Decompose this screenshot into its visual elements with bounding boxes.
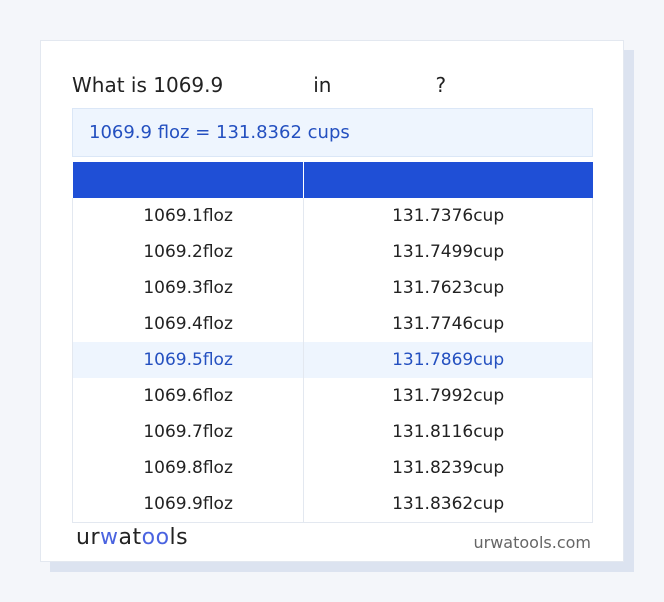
cell-floz: 1069.7floz bbox=[71, 414, 305, 450]
site-link[interactable]: urwatools.com bbox=[473, 533, 592, 552]
table-row: 1069.8floz 131.8239cup bbox=[71, 450, 593, 486]
cell-cup: 131.7623cup bbox=[303, 270, 593, 306]
cell-cup: 131.7376cup bbox=[303, 198, 593, 234]
table-row: 1069.6floz 131.7992cup bbox=[71, 378, 593, 414]
cell-floz: 1069.5floz bbox=[71, 342, 305, 378]
cell-floz: 1069.1floz bbox=[71, 198, 305, 234]
cell-cup: 131.7992cup bbox=[303, 378, 593, 414]
table-header bbox=[72, 162, 593, 198]
table-row: 1069.4floz 131.7746cup bbox=[71, 306, 593, 342]
cell-cup: 131.7499cup bbox=[303, 234, 593, 270]
cell-floz: 1069.2floz bbox=[71, 234, 305, 270]
cell-cup: 131.8362cup bbox=[303, 486, 593, 523]
cell-floz: 1069.8floz bbox=[71, 450, 305, 486]
cell-cup: 131.8116cup bbox=[303, 414, 593, 450]
page-title: What is 1069.9 in? bbox=[72, 73, 446, 97]
header-from bbox=[72, 162, 304, 198]
cell-floz: 1069.4floz bbox=[71, 306, 305, 342]
cell-cup: 131.7746cup bbox=[303, 306, 593, 342]
table-row: 1069.3floz 131.7623cup bbox=[71, 270, 593, 306]
table-row: 1069.7floz 131.8116cup bbox=[71, 414, 593, 450]
header-to bbox=[303, 162, 593, 198]
urwatools-logo[interactable]: urwatools bbox=[76, 525, 189, 550]
title-prefix: What is 1069.9 bbox=[72, 73, 224, 97]
cell-cup: 131.8239cup bbox=[303, 450, 593, 486]
title-suffix: ? bbox=[435, 73, 447, 97]
table-row: 1069.9floz 131.8362cup bbox=[71, 486, 593, 523]
converter-card: What is 1069.9 in? 1069.9 floz = 131.8362… bbox=[40, 40, 624, 562]
conversion-table: 1069.1floz 131.7376cup 1069.2floz 131.7499c… bbox=[71, 162, 593, 523]
title-middle: in bbox=[313, 73, 332, 97]
cell-floz: 1069.9floz bbox=[71, 486, 305, 523]
cell-floz: 1069.3floz bbox=[71, 270, 305, 306]
table-row: 1069.5floz 131.7869cup bbox=[71, 342, 593, 378]
cell-cup: 131.7869cup bbox=[303, 342, 593, 378]
cell-floz: 1069.6floz bbox=[71, 378, 305, 414]
table-row: 1069.1floz 131.7376cup bbox=[71, 198, 593, 234]
table-row: 1069.2floz 131.7499cup bbox=[71, 234, 593, 270]
conversion-result: 1069.9 floz = 131.8362 cups bbox=[72, 108, 593, 157]
